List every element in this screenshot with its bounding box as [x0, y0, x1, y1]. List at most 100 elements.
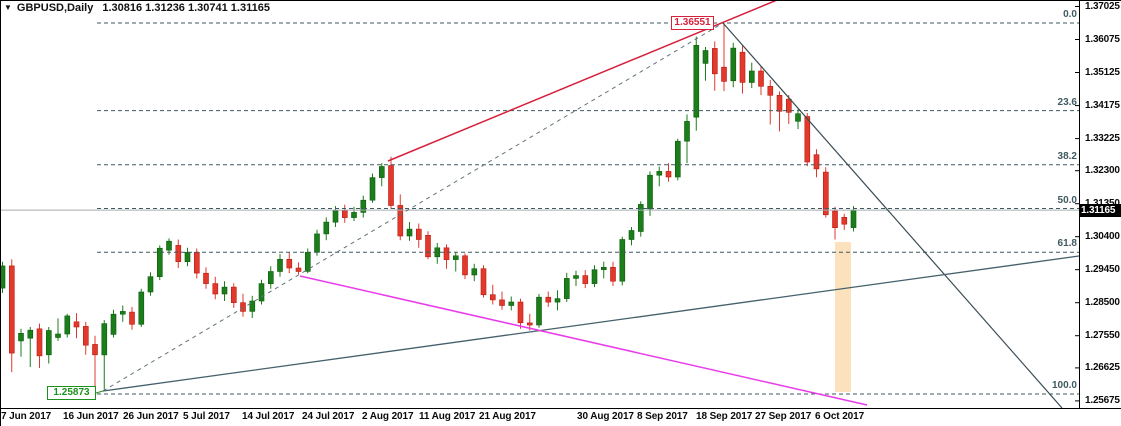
candle-bullish — [64, 315, 71, 335]
candle-bullish — [795, 113, 801, 122]
candle-bearish — [526, 322, 533, 326]
candle-bullish — [110, 313, 117, 335]
candle-bearish — [295, 267, 302, 272]
candle-bullish — [748, 70, 755, 83]
low-marker-connector[interactable] — [95, 390, 104, 394]
candle-bearish — [175, 245, 182, 262]
candle-bearish — [480, 268, 487, 296]
candle-bearish — [489, 294, 496, 301]
candle-bearish — [832, 210, 838, 229]
candle-bearish — [499, 299, 505, 306]
candle-bearish — [545, 296, 552, 303]
candle-bullish — [351, 212, 357, 218]
candle-bullish — [258, 283, 265, 302]
candle-bullish — [628, 230, 635, 240]
candle-bearish — [721, 66, 727, 82]
candle-bearish — [711, 48, 718, 75]
candle-bearish — [83, 326, 89, 346]
candle-bearish — [425, 235, 431, 258]
candle-bearish — [212, 283, 219, 295]
trendline-downtrend-black[interactable] — [722, 22, 1063, 409]
candle-bullish — [378, 166, 385, 178]
candle-bearish — [341, 210, 348, 218]
candle-bullish — [55, 333, 61, 338]
candle-bearish — [462, 255, 468, 276]
candle-bearish — [776, 95, 783, 112]
candle-bullish — [406, 228, 413, 237]
candle-bullish — [101, 323, 108, 356]
candle-bearish — [822, 171, 829, 216]
candle-bullish — [730, 47, 737, 82]
candle-bullish — [147, 276, 154, 293]
candle-bullish — [0, 265, 6, 289]
candle-bullish — [249, 300, 256, 312]
trendline-uptrend-red[interactable] — [387, 0, 778, 162]
candle-bearish — [758, 70, 764, 87]
candle-bullish — [674, 140, 681, 178]
candle-bullish — [360, 199, 367, 213]
candle-bearish — [841, 217, 848, 225]
candle-bearish — [443, 247, 450, 260]
trendline-support-gray[interactable] — [102, 255, 1080, 392]
candle-bullish — [332, 210, 339, 223]
candle-bullish — [277, 258, 283, 272]
candle-bullish — [536, 296, 542, 326]
candle-bearish — [804, 116, 811, 163]
candle-bullish — [702, 50, 709, 64]
candle-bearish — [582, 275, 589, 284]
candle-bearish — [36, 328, 43, 357]
candle-bullish — [508, 301, 515, 306]
candle-bearish — [767, 86, 774, 96]
candle-bullish — [647, 174, 653, 210]
candle-bullish — [591, 269, 598, 284]
candle-bearish — [739, 51, 746, 83]
candle-bearish — [129, 311, 135, 325]
candle-bullish — [684, 121, 690, 142]
candle-bullish — [267, 271, 274, 284]
candle-bullish — [554, 298, 561, 303]
candle-bearish — [240, 302, 246, 312]
candle-bearish — [194, 252, 200, 274]
candle-bullish — [850, 209, 857, 228]
candle-bullish — [138, 291, 145, 325]
candle-bullish — [221, 286, 228, 295]
candle-bullish — [619, 239, 626, 282]
candle-bullish — [166, 240, 172, 251]
candle-bearish — [9, 265, 15, 354]
candle-bearish — [203, 272, 209, 284]
candle-bullish — [369, 177, 376, 201]
candle-bullish — [563, 278, 570, 299]
candle-bearish — [73, 321, 80, 328]
candle-bullish — [471, 268, 478, 276]
candle-bullish — [693, 44, 700, 118]
candle-bullish — [27, 329, 34, 339]
candle-bullish — [656, 171, 663, 176]
candle-bearish — [415, 228, 422, 240]
candle-bullish — [452, 255, 459, 260]
candle-bullish — [157, 247, 163, 277]
candle-bullish — [184, 252, 191, 263]
candle-bullish — [637, 204, 644, 232]
candle-bullish — [314, 233, 320, 253]
highlight-zone[interactable] — [835, 242, 851, 392]
candle-bullish — [323, 221, 330, 235]
trendline-magenta[interactable] — [299, 275, 868, 406]
candle-bearish — [397, 205, 404, 237]
candle-bearish — [388, 165, 394, 206]
candle-bearish — [610, 266, 616, 282]
candle-bearish — [286, 258, 293, 269]
candle-bullish — [120, 311, 126, 315]
candle-bearish — [665, 171, 672, 178]
candle-bearish — [813, 154, 820, 170]
candle-bearish — [92, 344, 98, 356]
trendline-dashed-low-to-peak[interactable] — [102, 22, 724, 392]
candle-bearish — [517, 301, 524, 324]
candle-bullish — [573, 275, 579, 279]
candle-bullish — [18, 332, 24, 342]
candle-bullish — [600, 266, 607, 270]
candle-bearish — [231, 286, 237, 304]
candle-bullish — [45, 330, 52, 356]
candle-bearish — [785, 98, 792, 113]
